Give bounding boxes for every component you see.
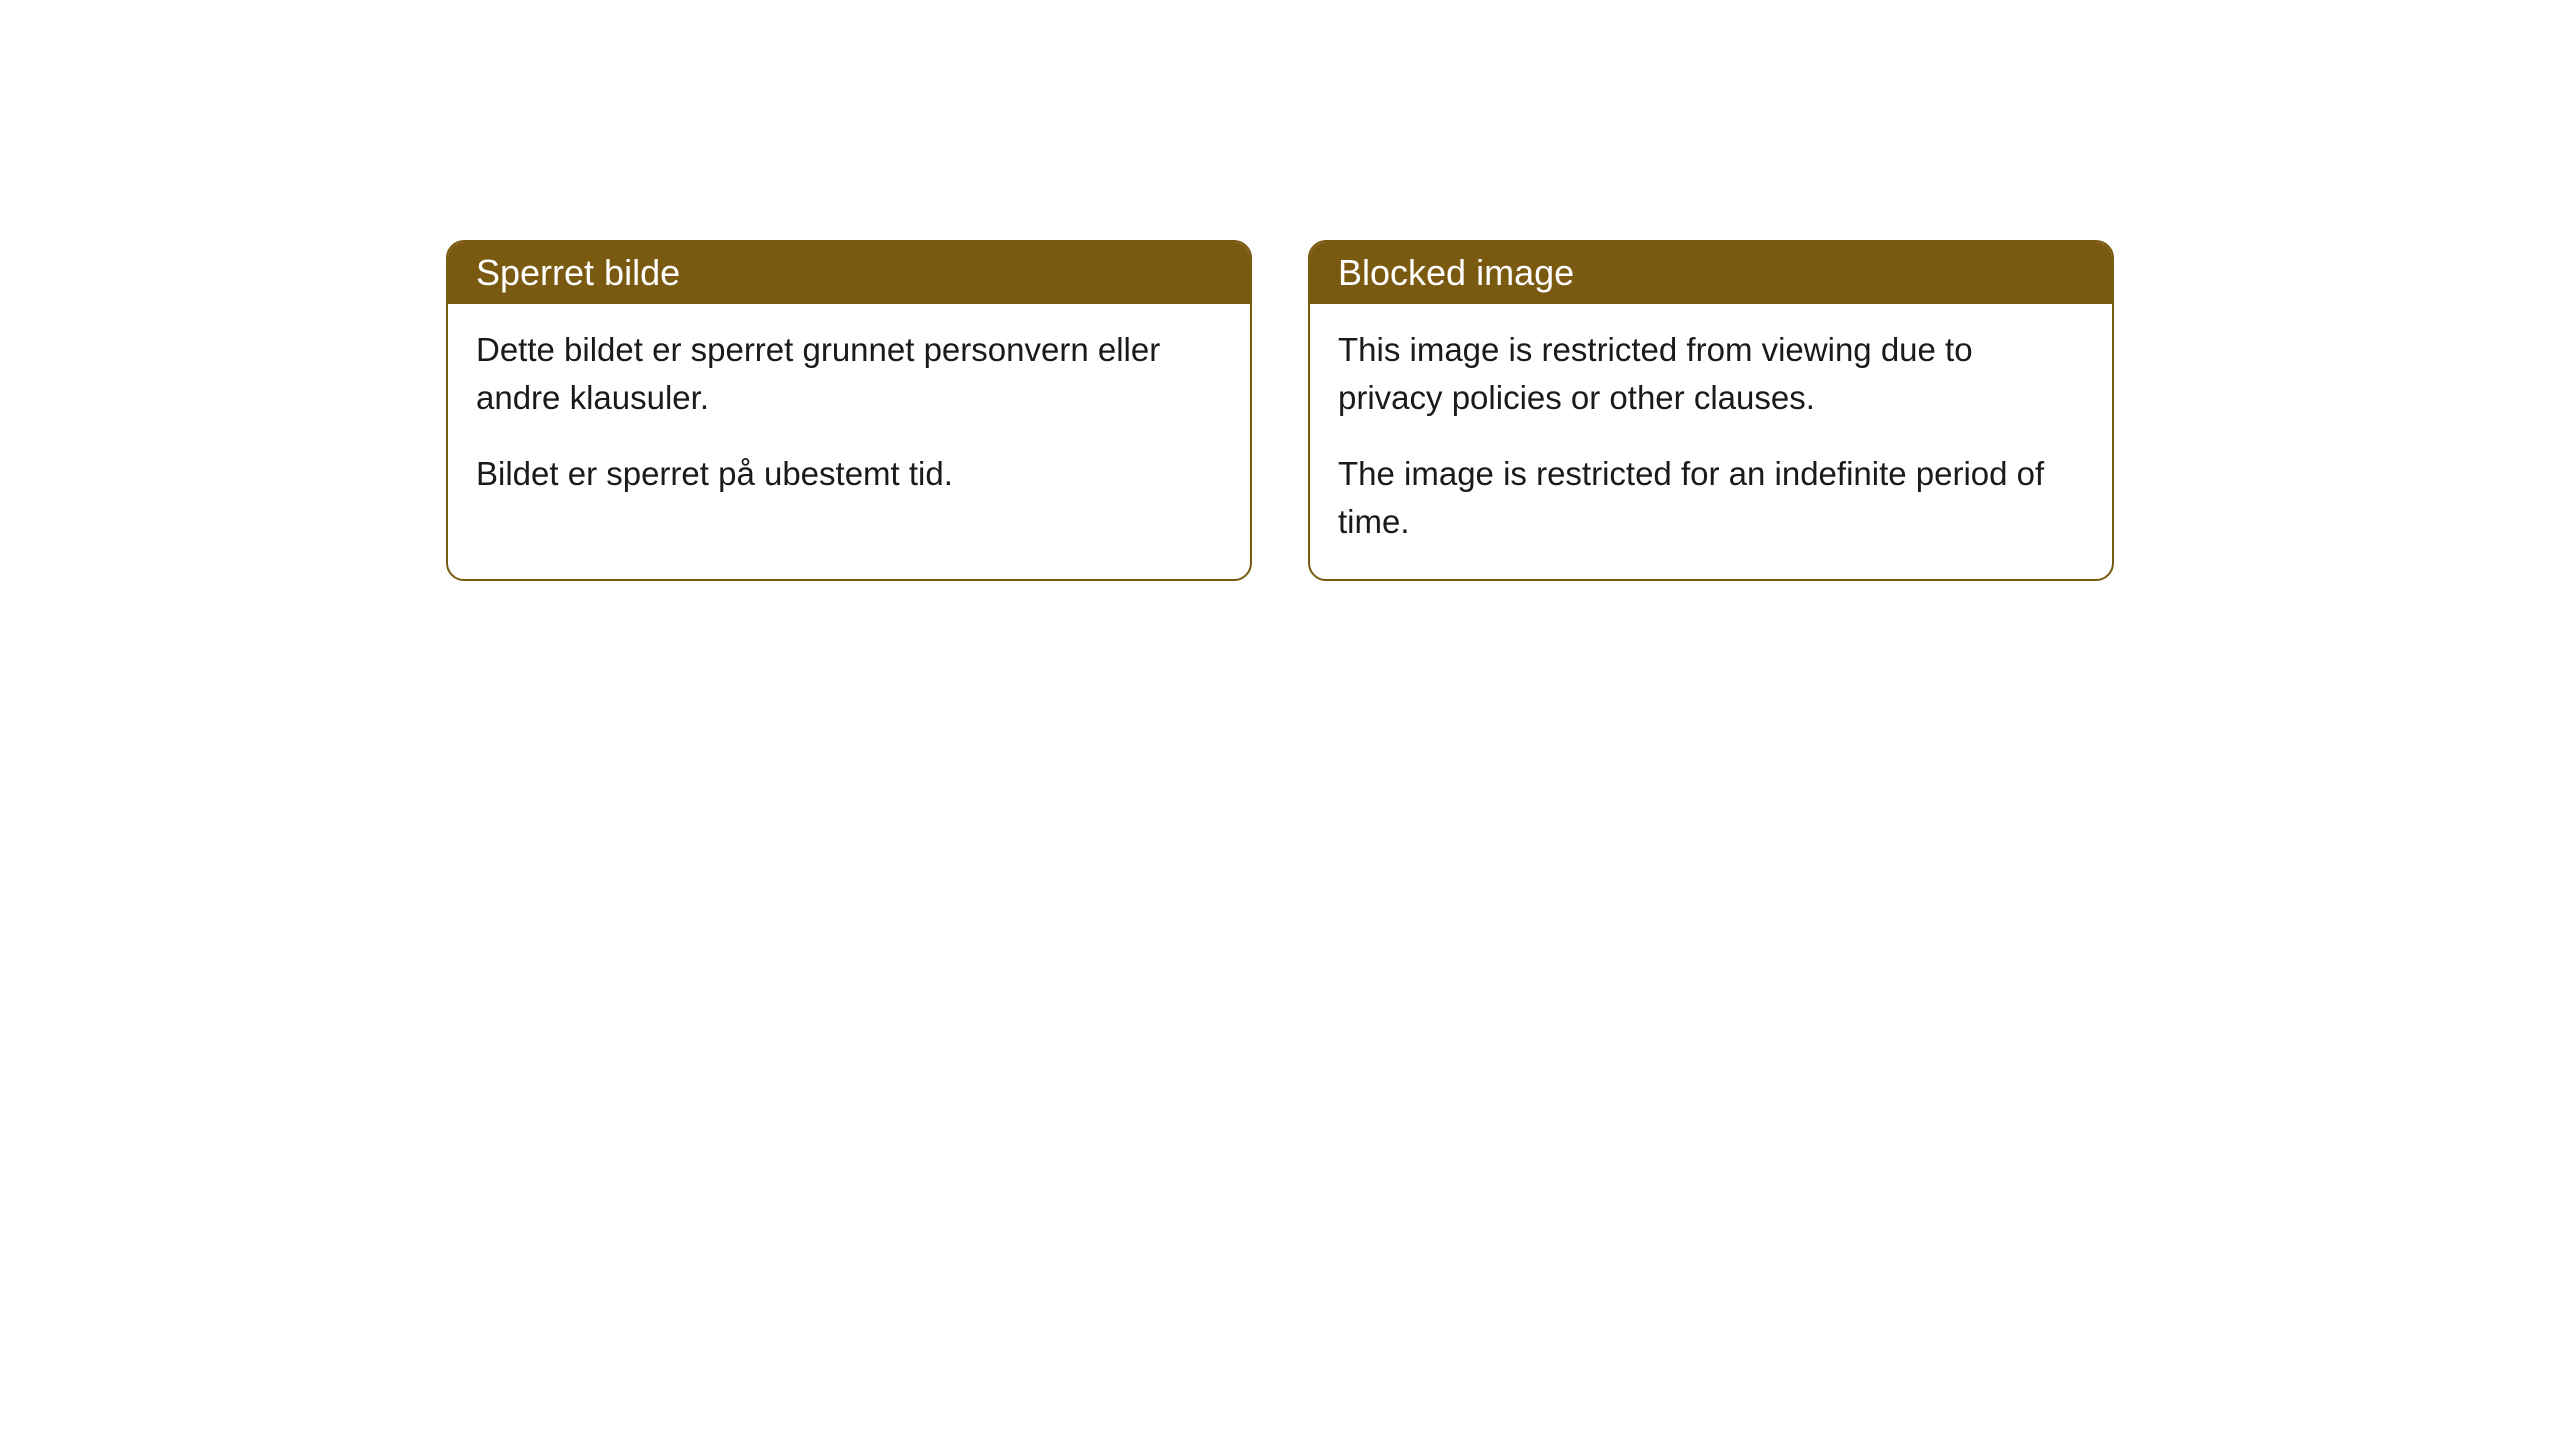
notice-card-norwegian: Sperret bilde Dette bildet er sperret gr…: [446, 240, 1252, 581]
notice-text-line: Bildet er sperret på ubestemt tid.: [476, 450, 1222, 498]
notice-body: This image is restricted from viewing du…: [1310, 304, 2112, 579]
notice-text-line: The image is restricted for an indefinit…: [1338, 450, 2084, 546]
notice-text-line: Dette bildet er sperret grunnet personve…: [476, 326, 1222, 422]
notice-card-english: Blocked image This image is restricted f…: [1308, 240, 2114, 581]
notice-header: Blocked image: [1310, 242, 2112, 304]
notice-body: Dette bildet er sperret grunnet personve…: [448, 304, 1250, 532]
notice-text-line: This image is restricted from viewing du…: [1338, 326, 2084, 422]
notice-container: Sperret bilde Dette bildet er sperret gr…: [446, 240, 2114, 581]
notice-header: Sperret bilde: [448, 242, 1250, 304]
